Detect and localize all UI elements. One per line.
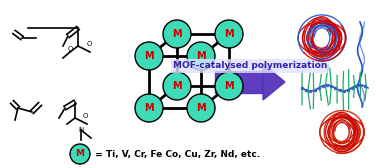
Text: M: M bbox=[196, 51, 206, 61]
Text: O: O bbox=[86, 41, 92, 47]
Text: M: M bbox=[224, 81, 234, 91]
Circle shape bbox=[215, 20, 243, 48]
Circle shape bbox=[135, 42, 163, 70]
Text: M: M bbox=[224, 29, 234, 39]
Text: M: M bbox=[172, 81, 182, 91]
Circle shape bbox=[163, 20, 191, 48]
Text: N: N bbox=[78, 127, 84, 133]
Circle shape bbox=[187, 42, 215, 70]
Text: M: M bbox=[196, 103, 206, 113]
Polygon shape bbox=[215, 71, 263, 93]
Circle shape bbox=[70, 144, 90, 164]
Text: O: O bbox=[82, 113, 88, 119]
Text: M: M bbox=[144, 103, 154, 113]
Text: M: M bbox=[144, 51, 154, 61]
Circle shape bbox=[215, 72, 243, 100]
Text: O: O bbox=[67, 46, 73, 52]
Circle shape bbox=[187, 94, 215, 122]
Text: = Ti, V, Cr, Fe Co, Cu, Zr, Nd, etc.: = Ti, V, Cr, Fe Co, Cu, Zr, Nd, etc. bbox=[92, 150, 260, 158]
Polygon shape bbox=[263, 64, 285, 100]
Text: MOF-catalysed polymerization: MOF-catalysed polymerization bbox=[173, 61, 327, 71]
Circle shape bbox=[163, 72, 191, 100]
Circle shape bbox=[135, 94, 163, 122]
Text: M: M bbox=[172, 29, 182, 39]
Text: M: M bbox=[76, 150, 85, 158]
